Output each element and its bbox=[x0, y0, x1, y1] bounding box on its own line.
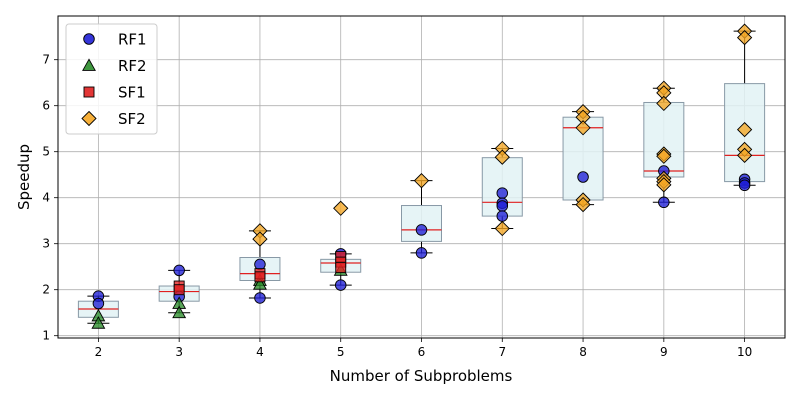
x-axis-label: Number of Subproblems bbox=[330, 367, 513, 385]
x-tick-label: 6 bbox=[418, 345, 426, 359]
point-sf1 bbox=[255, 272, 265, 282]
chart-container: 23456789101234567 Number of Subproblems … bbox=[0, 0, 800, 400]
y-tick-label: 5 bbox=[42, 145, 50, 159]
point-rf1 bbox=[174, 265, 185, 276]
speedup-chart: 23456789101234567 Number of Subproblems … bbox=[0, 0, 800, 400]
point-sf1 bbox=[174, 285, 184, 295]
x-tick-label: 8 bbox=[579, 345, 587, 359]
point-rf1 bbox=[416, 225, 427, 236]
legend-marker-sf1 bbox=[84, 87, 94, 97]
legend-label-sf1: SF1 bbox=[118, 84, 146, 102]
legend-label-rf2: RF2 bbox=[118, 57, 147, 75]
y-tick-label: 7 bbox=[42, 53, 50, 67]
point-rf1 bbox=[578, 172, 589, 183]
y-tick-label: 6 bbox=[42, 99, 50, 113]
y-axis-label: Speedup bbox=[15, 144, 33, 210]
legend-label-rf1: RF1 bbox=[118, 31, 147, 49]
x-tick-label: 5 bbox=[337, 345, 345, 359]
point-sf1 bbox=[336, 263, 346, 273]
x-tick-label: 4 bbox=[256, 345, 264, 359]
y-tick-label: 2 bbox=[42, 283, 50, 297]
point-rf1 bbox=[255, 259, 266, 270]
x-tick-label: 9 bbox=[660, 345, 668, 359]
legend: RF1 RF2 SF1 SF2 bbox=[66, 24, 157, 134]
point-rf1 bbox=[416, 248, 427, 259]
legend-label-sf2: SF2 bbox=[118, 110, 146, 128]
point-rf1 bbox=[93, 298, 104, 309]
x-tick-label: 2 bbox=[95, 345, 103, 359]
y-tick-label: 3 bbox=[42, 237, 50, 251]
box-iqr bbox=[402, 206, 442, 242]
x-tick-label: 10 bbox=[737, 345, 752, 359]
point-rf1 bbox=[659, 197, 670, 208]
x-tick-label: 3 bbox=[175, 345, 183, 359]
point-rf1 bbox=[335, 280, 346, 291]
point-rf1 bbox=[497, 201, 508, 212]
legend-marker-rf1 bbox=[84, 34, 95, 45]
point-rf1 bbox=[497, 211, 508, 222]
point-rf1 bbox=[255, 293, 266, 304]
y-tick-label: 1 bbox=[42, 329, 50, 343]
x-tick-label: 7 bbox=[498, 345, 506, 359]
point-rf1 bbox=[497, 188, 508, 199]
y-tick-label: 4 bbox=[42, 191, 50, 205]
point-rf1 bbox=[739, 180, 750, 191]
